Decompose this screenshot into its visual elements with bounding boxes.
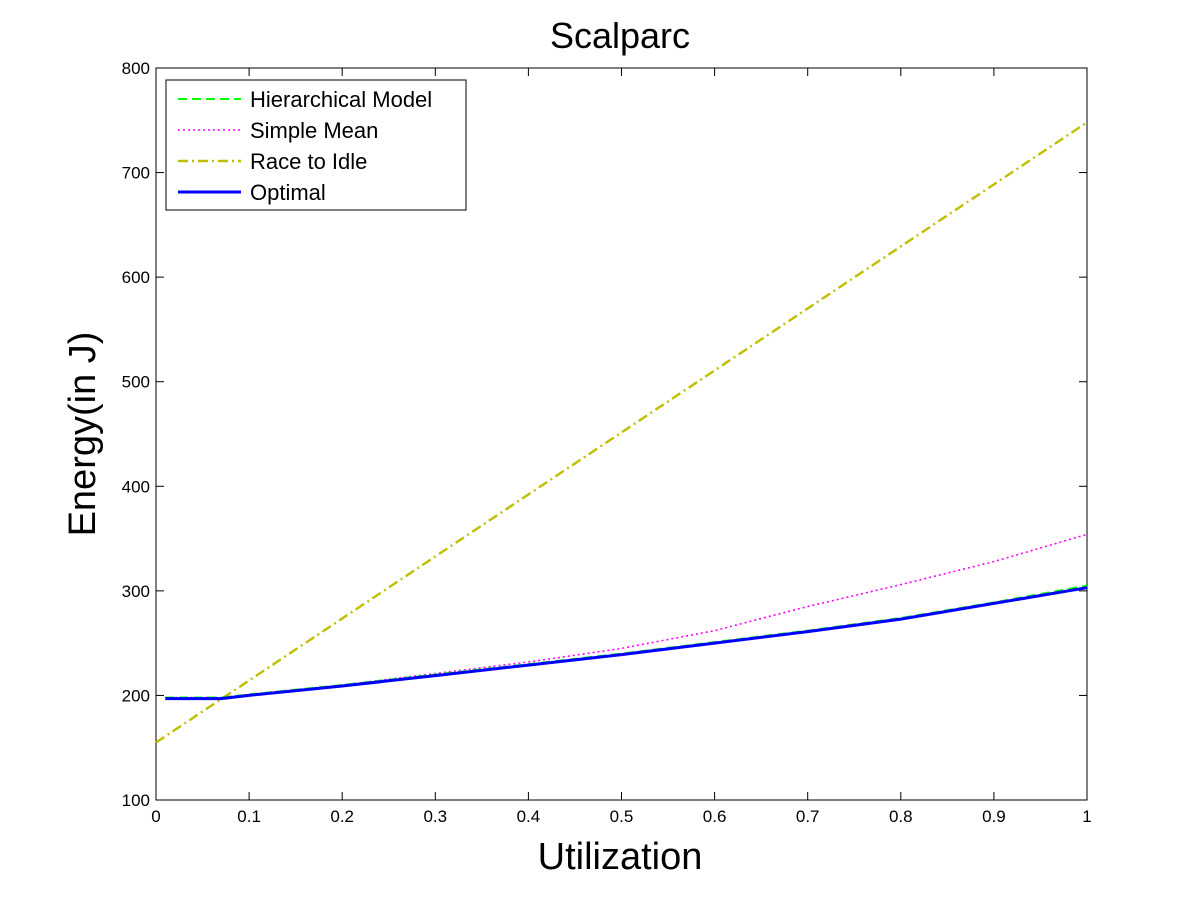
plot-area: 0 0.1 0.2 0.3 0.4 0.5 0.6 0.7 0.8 0.9 1 100 200 300 40… <box>122 59 1092 826</box>
x-tick-label: 0.4 <box>517 807 541 826</box>
y-tick-label: 700 <box>122 164 150 183</box>
x-tick-label: 0.2 <box>330 807 354 826</box>
y-axis-label: Energy(in J) <box>62 332 104 537</box>
x-tick-label: 0.3 <box>423 807 447 826</box>
x-tick-label: 0 <box>151 807 160 826</box>
legend: Hierarchical Model Simple Mean Race to Idl… <box>165 79 467 211</box>
x-tick-label: 0.7 <box>796 807 820 826</box>
x-tick-label: 0.6 <box>703 807 727 826</box>
x-axis-label: Utilization <box>538 836 703 878</box>
legend-entry: Race to Idle <box>250 149 367 174</box>
series-line-race-to-idle <box>155 121 1088 744</box>
x-tick-label: 0.8 <box>889 807 913 826</box>
x-tick-label: 0.9 <box>982 807 1006 826</box>
y-tick-label: 500 <box>122 373 150 392</box>
legend-entry: Simple Mean <box>250 118 378 143</box>
y-tick-label: 300 <box>122 582 150 601</box>
series-line-optimal <box>165 586 1088 701</box>
y-tick-label: 400 <box>122 477 150 496</box>
x-tick-label: 0.1 <box>237 807 261 826</box>
x-tick-label: 1 <box>1082 807 1091 826</box>
y-tick-label: 100 <box>122 791 150 810</box>
series-line-simple-mean <box>165 533 1088 699</box>
x-tick-label: 0.5 <box>610 807 634 826</box>
legend-box <box>165 79 467 211</box>
legend-entry: Hierarchical Model <box>250 87 432 112</box>
y-tick-label: 600 <box>122 268 150 287</box>
legend-entry: Optimal <box>250 180 326 205</box>
y-tick-label: 800 <box>122 59 150 78</box>
chart-title: Scalparc <box>550 15 690 56</box>
y-tick-label: 200 <box>122 686 150 705</box>
